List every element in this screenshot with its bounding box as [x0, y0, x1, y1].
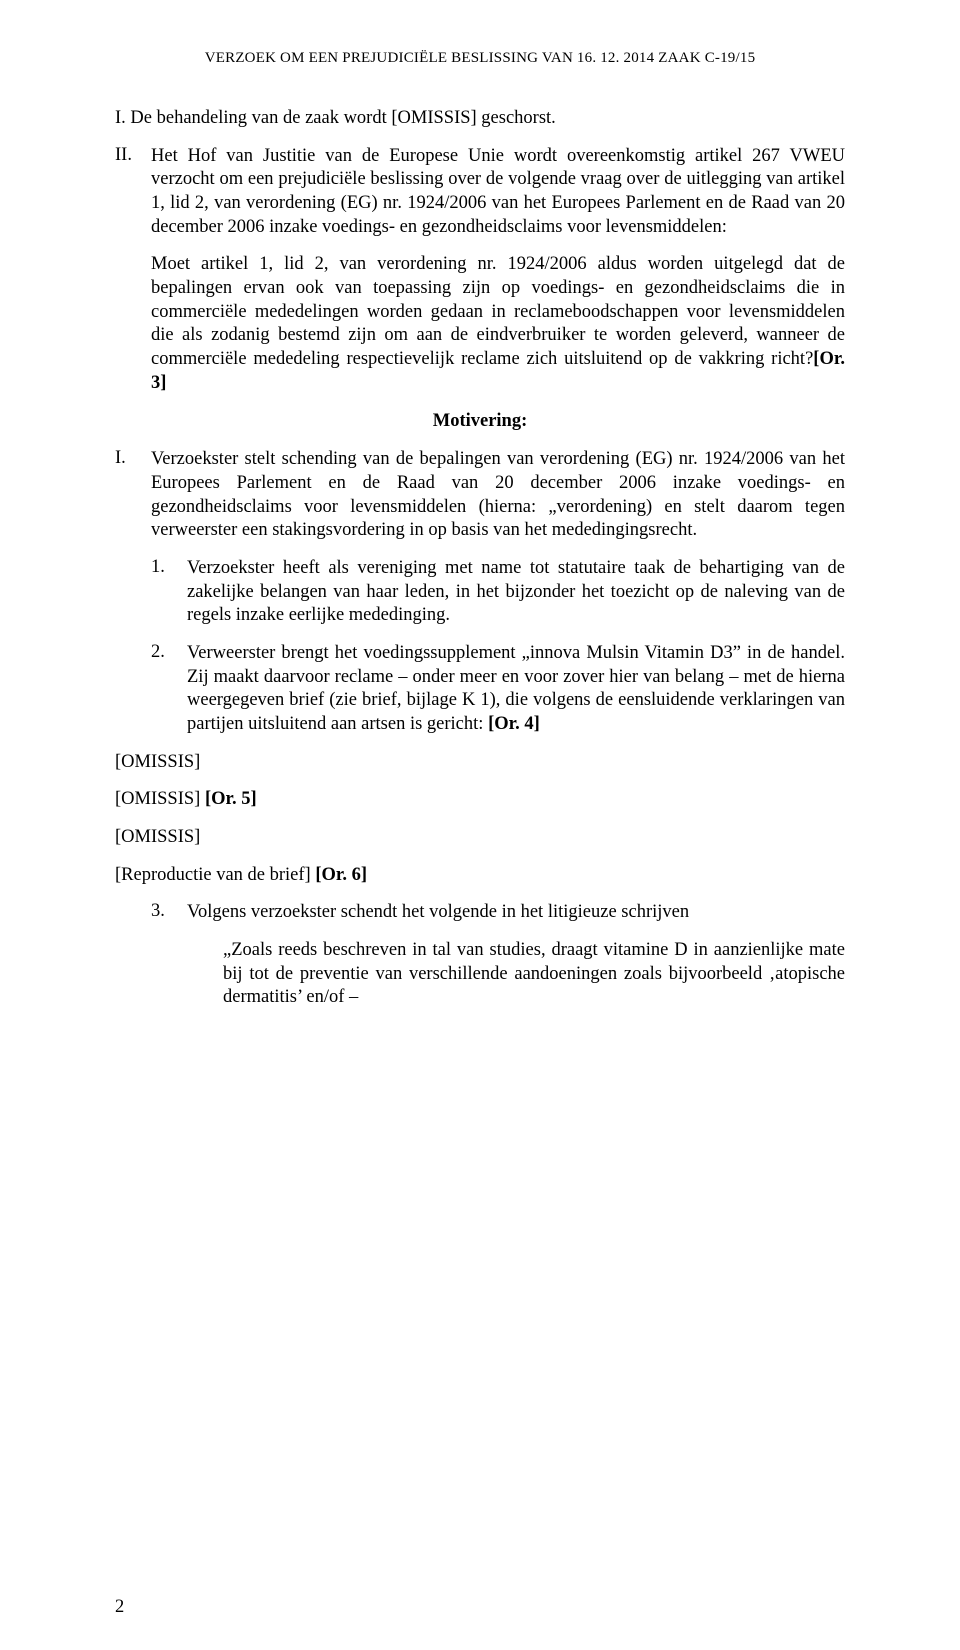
point-2: 2. Verweerster brengt het voedingssupple…: [151, 642, 845, 737]
omissis-2: [OMISSIS] [Or. 5]: [115, 788, 845, 812]
reproductie-text: [Reproductie van de brief]: [115, 865, 315, 885]
section-ii-body: Het Hof van Justitie van de Europese Uni…: [151, 145, 845, 240]
point-2-body: Verweerster brengt het voedingssupplemen…: [187, 642, 845, 737]
point-2-num: 2.: [151, 642, 187, 737]
point-3-body: Volgens verzoekster schendt het volgende…: [187, 901, 845, 925]
section-ii-num: II.: [115, 145, 151, 240]
omissis-2-ref: [Or. 5]: [205, 789, 257, 809]
omissis-1: [OMISSIS]: [115, 751, 845, 775]
omissis-2-text: [OMISSIS]: [115, 789, 205, 809]
reproductie-line: [Reproductie van de brief] [Or. 6]: [115, 864, 845, 888]
quote-block: „Zoals reeds beschreven in tal van studi…: [223, 939, 845, 1010]
omissis-3: [OMISSIS]: [115, 826, 845, 850]
page-number: 2: [115, 1597, 124, 1618]
point-1-body: Verzoekster heeft als vereniging met nam…: [187, 557, 845, 628]
page-header: VERZOEK OM EEN PREJUDICIËLE BESLISSING V…: [115, 50, 845, 67]
point-3: 3. Volgens verzoekster schendt het volge…: [151, 901, 845, 925]
motivering-i-num: I.: [115, 448, 151, 543]
point-1: 1. Verzoekster heeft als vereniging met …: [151, 557, 845, 628]
point-2-ref: [Or. 4]: [488, 714, 540, 734]
motivering-i-body: Verzoekster stelt schending van de bepal…: [151, 448, 845, 543]
motivering-i: I. Verzoekster stelt schending van de be…: [115, 448, 845, 543]
motivering-heading: Motivering:: [115, 411, 845, 432]
reproductie-ref: [Or. 6]: [315, 865, 367, 885]
prejudicial-question: Moet artikel 1, lid 2, van verordening n…: [151, 253, 845, 395]
page: VERZOEK OM EEN PREJUDICIËLE BESLISSING V…: [0, 0, 960, 1650]
point-3-num: 3.: [151, 901, 187, 925]
section-ii: II. Het Hof van Justitie van de Europese…: [115, 145, 845, 240]
question-text: Moet artikel 1, lid 2, van verordening n…: [151, 254, 845, 369]
point-1-num: 1.: [151, 557, 187, 628]
section-i: I. De behandeling van de zaak wordt [OMI…: [115, 107, 845, 131]
